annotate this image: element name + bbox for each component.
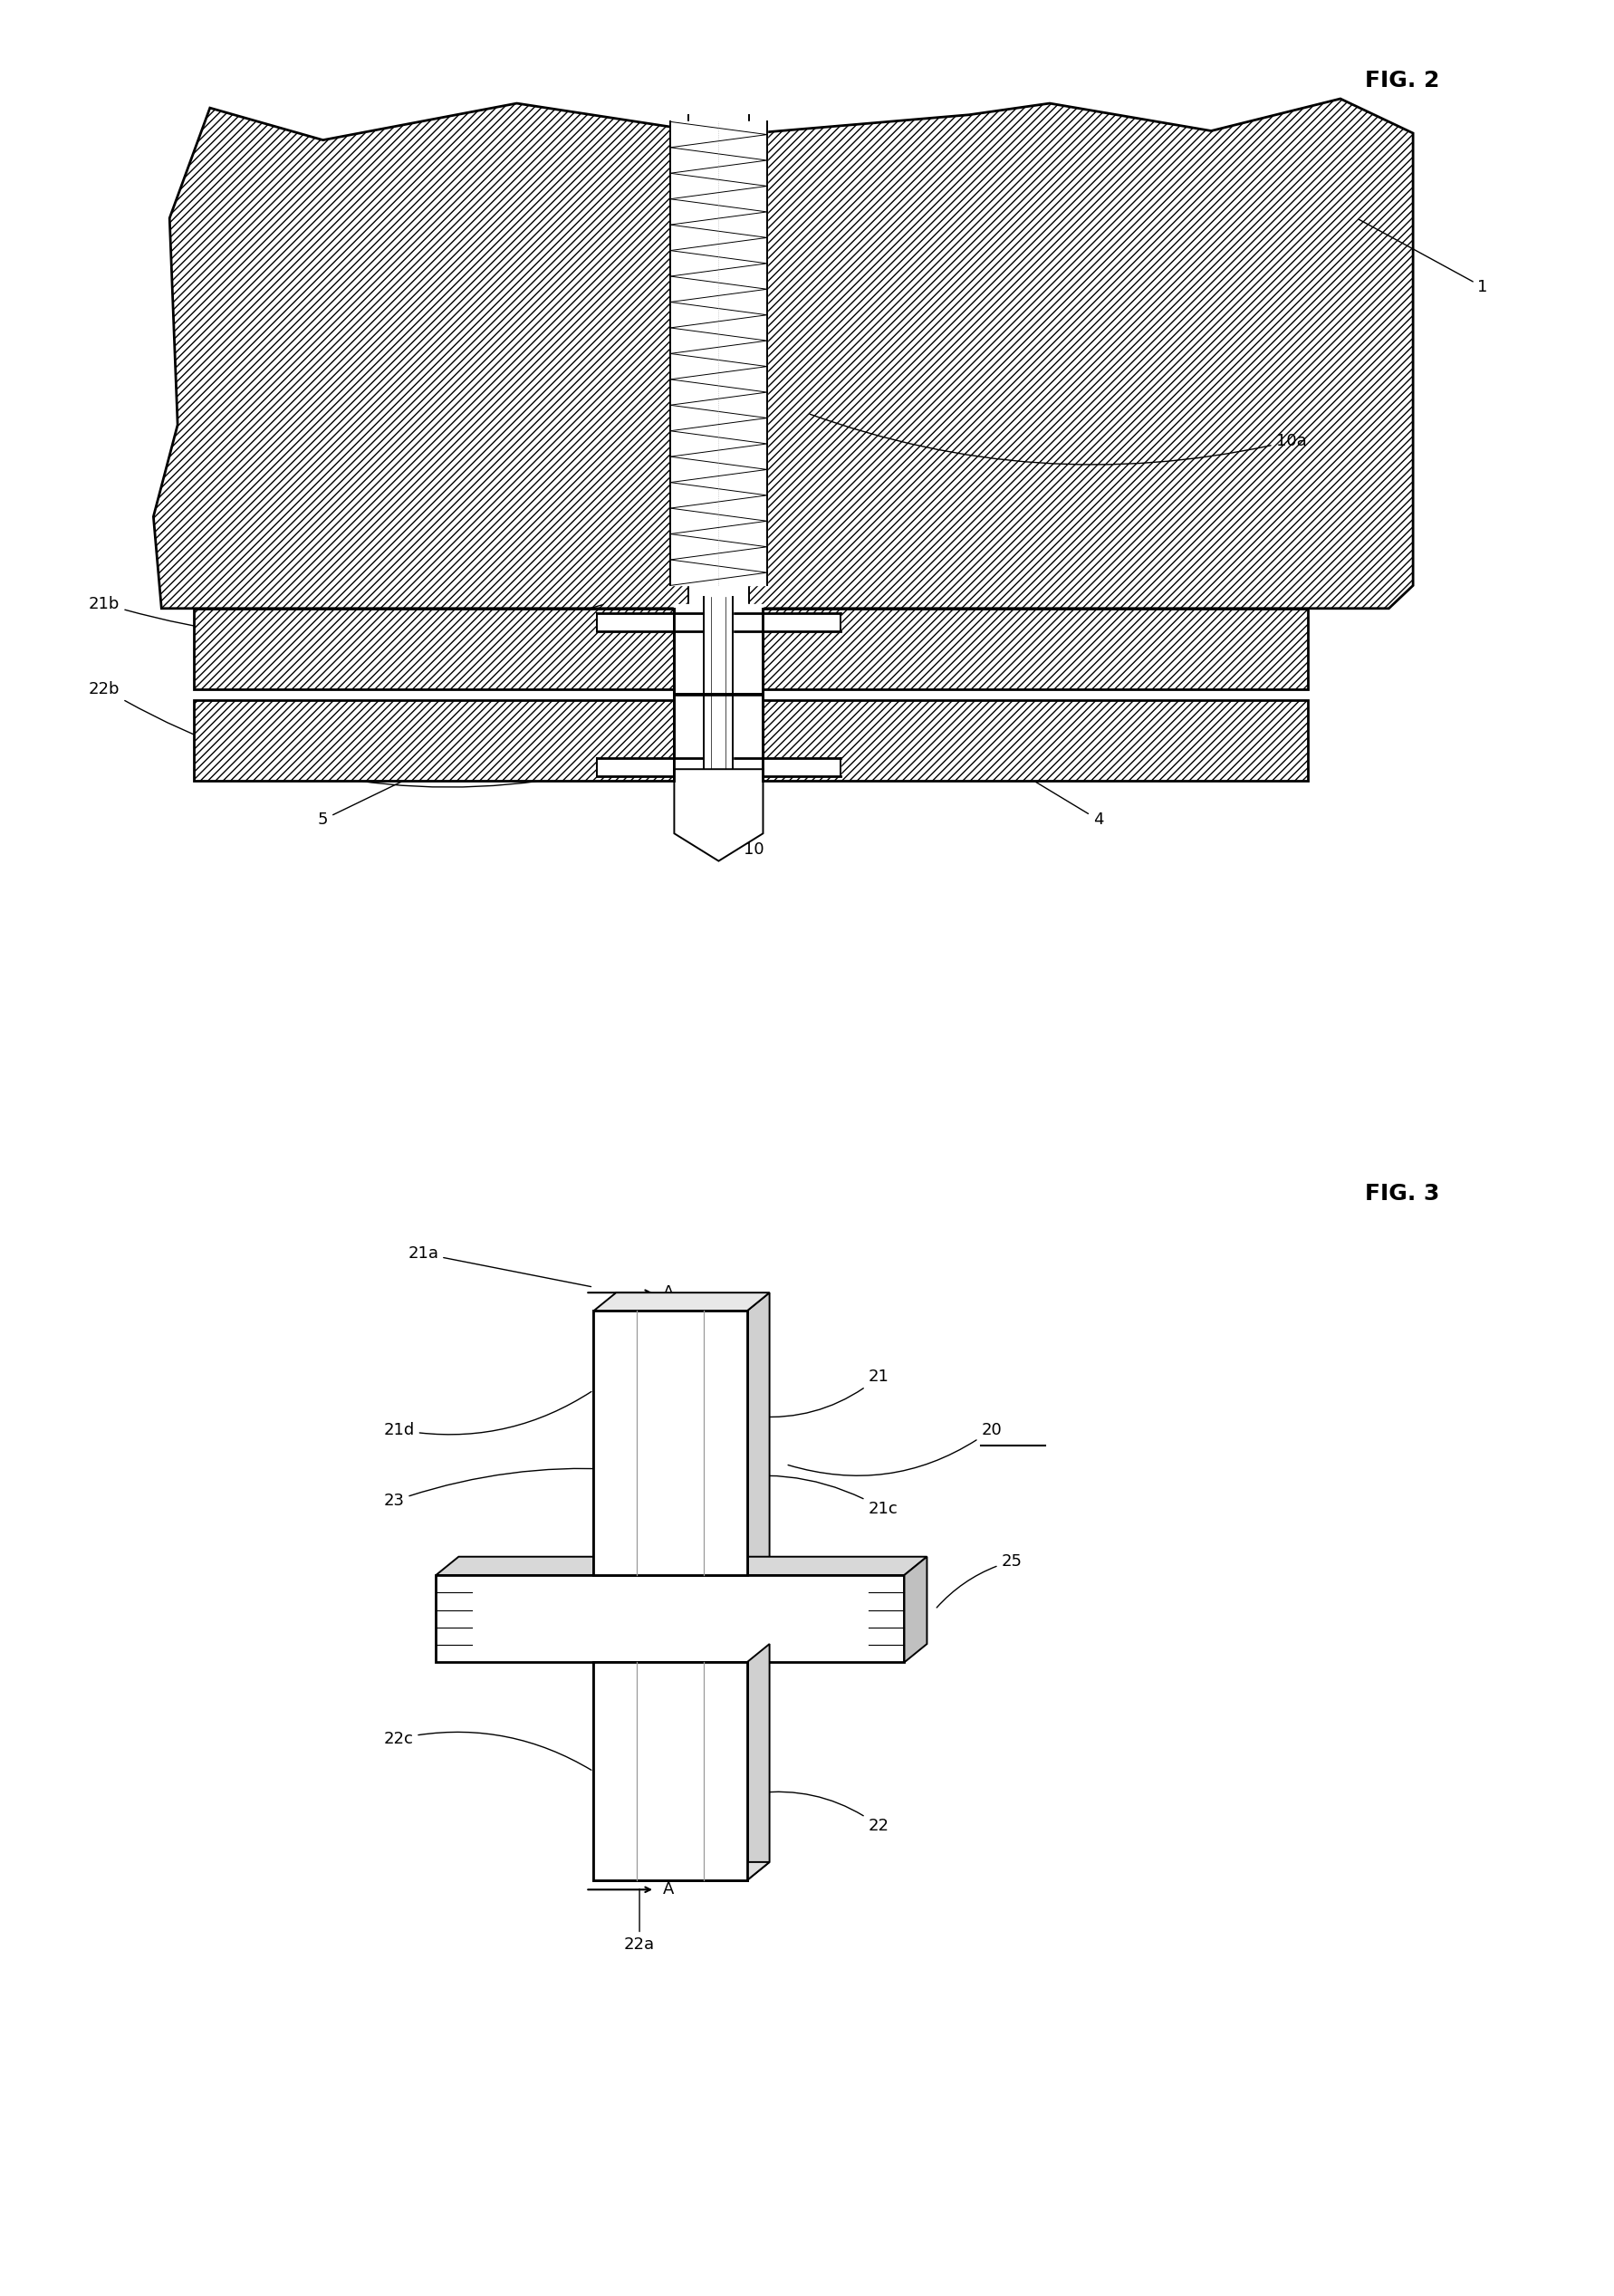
- Text: 20: 20: [788, 1421, 1001, 1476]
- Text: 21: 21: [757, 1368, 888, 1417]
- Polygon shape: [594, 1293, 768, 1311]
- Text: 25: 25: [936, 1552, 1022, 1607]
- Bar: [594, 1662, 747, 1880]
- Polygon shape: [675, 769, 763, 861]
- Polygon shape: [746, 1293, 768, 1575]
- Bar: [688, 85, 749, 613]
- Text: A: A: [662, 1283, 673, 1302]
- Text: 22c: 22c: [384, 1731, 591, 1770]
- Text: 21a: 21a: [407, 1244, 591, 1286]
- Bar: [194, 608, 1307, 689]
- Text: 10: 10: [736, 836, 763, 859]
- Text: FIG. 3: FIG. 3: [1364, 1182, 1438, 1205]
- Text: 22b: 22b: [89, 680, 602, 788]
- Text: 1: 1: [1357, 220, 1486, 296]
- Polygon shape: [436, 1557, 926, 1575]
- Polygon shape: [594, 1862, 768, 1880]
- Text: 22a: 22a: [623, 1890, 655, 1954]
- Text: 5a: 5a: [1020, 730, 1296, 748]
- Text: A: A: [662, 1880, 673, 1899]
- Bar: [436, 1575, 904, 1662]
- Text: 3a: 3a: [1020, 641, 1296, 657]
- Text: 5: 5: [318, 781, 402, 829]
- Bar: [194, 700, 1307, 781]
- Bar: [194, 608, 1307, 689]
- Text: FIG. 2: FIG. 2: [1364, 69, 1438, 92]
- Bar: [594, 1662, 747, 1880]
- Bar: [594, 1311, 747, 1575]
- Polygon shape: [746, 1644, 768, 1880]
- Text: 21b: 21b: [89, 595, 604, 641]
- Text: 22: 22: [757, 1791, 888, 1835]
- Text: 10a: 10a: [809, 413, 1306, 464]
- Bar: [194, 700, 1307, 781]
- Text: 23: 23: [384, 1465, 612, 1508]
- Bar: [594, 1311, 747, 1575]
- Text: 4: 4: [1035, 783, 1102, 829]
- Text: 21d: 21d: [384, 1391, 591, 1437]
- Polygon shape: [153, 99, 1412, 608]
- Text: 21c: 21c: [705, 1476, 897, 1518]
- Polygon shape: [904, 1557, 926, 1662]
